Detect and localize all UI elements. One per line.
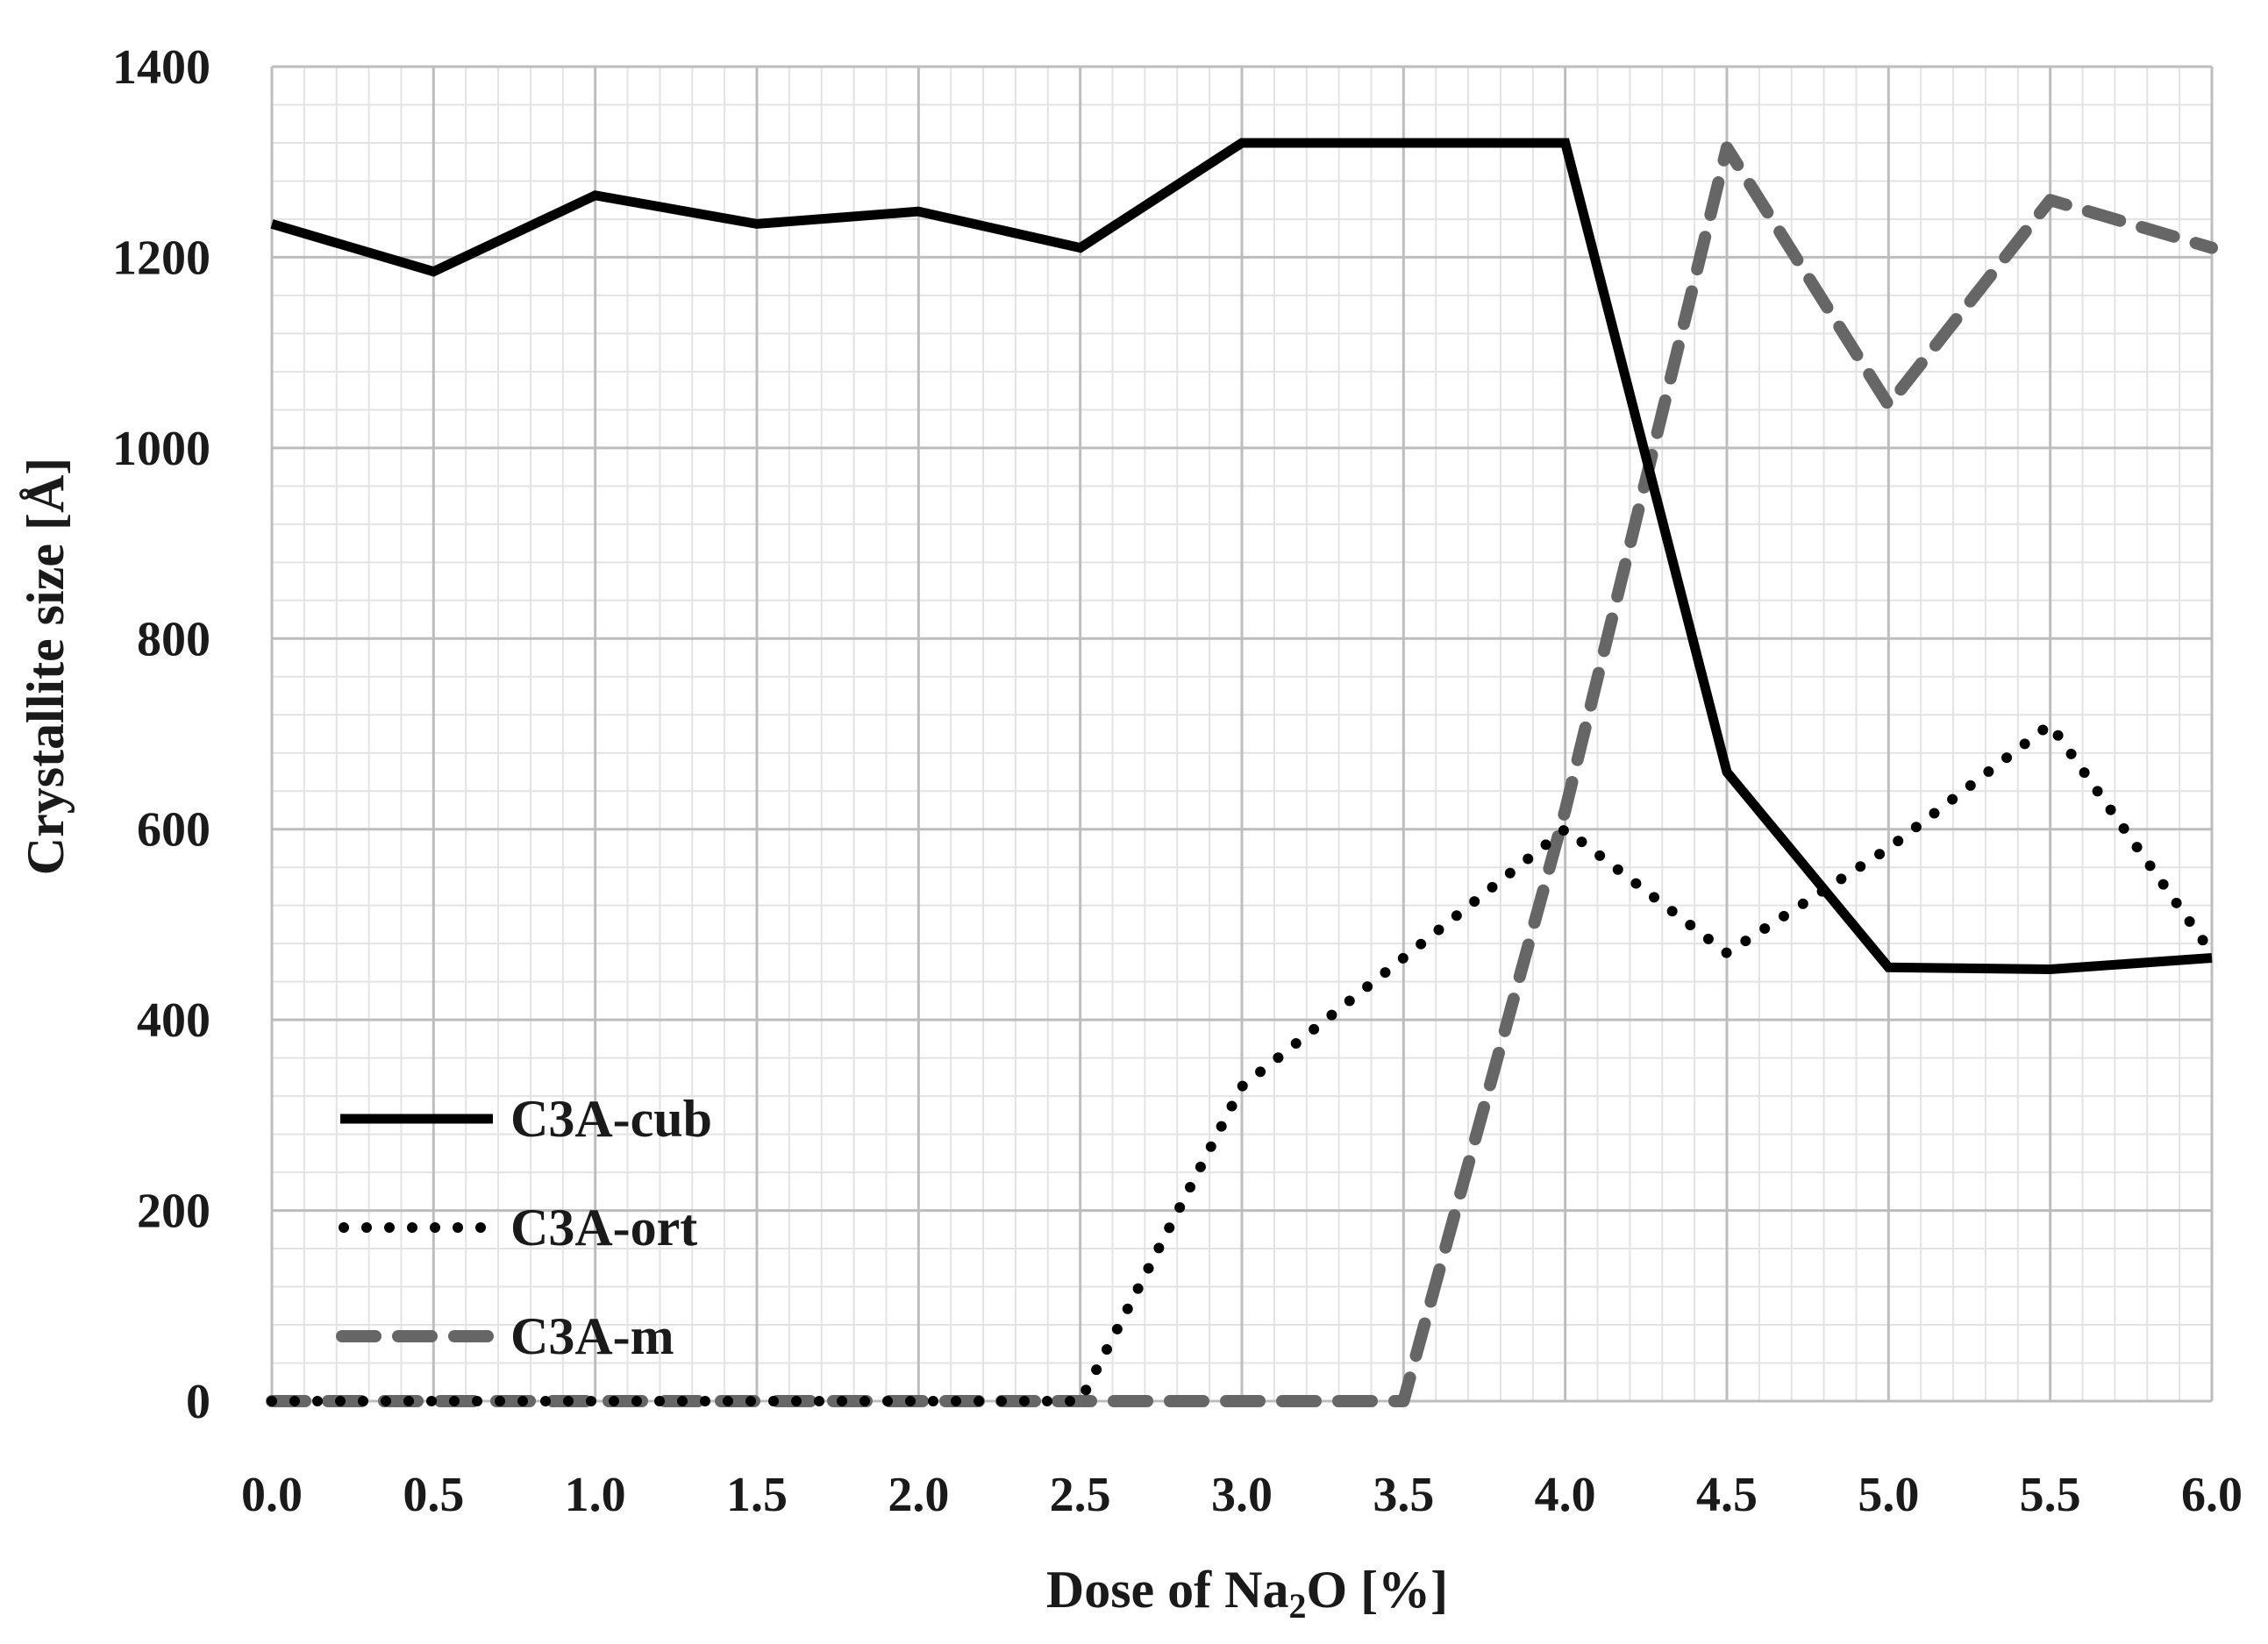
x-axis-title-prefix: Dose of Na — [1046, 1561, 1289, 1619]
y-tick-label: 1200 — [112, 231, 210, 285]
x-tick-label: 2.5 — [1050, 1468, 1111, 1522]
x-tick-label: 5.5 — [2020, 1468, 2081, 1522]
y-axis-title: Crystallite size [Å] — [17, 458, 75, 875]
y-tick-label: 1400 — [112, 40, 210, 95]
series-line-c3a-m — [266, 141, 2218, 1407]
y-tick-label: 400 — [137, 993, 210, 1048]
x-tick-label: 1.0 — [565, 1468, 626, 1522]
legend-label-c3a-m: C3A-m — [510, 1307, 674, 1365]
x-tick-label: 0.0 — [241, 1468, 303, 1522]
x-axis-title-suffix: O [%] — [1306, 1561, 1448, 1619]
x-tick-label: 4.5 — [1696, 1468, 1758, 1522]
x-tick-label: 5.0 — [1858, 1468, 1919, 1522]
y-tick-label: 800 — [137, 612, 210, 666]
x-axis-title: Dose of Na2O [%] — [1046, 1561, 1448, 1626]
series-layer — [266, 138, 2218, 1407]
x-axis-title-subscript: 2 — [1288, 1586, 1306, 1626]
x-tick-label: 3.5 — [1373, 1468, 1434, 1522]
y-tick-label: 0 — [186, 1375, 210, 1429]
tick-labels: 0.0 0.5 1.0 1.5 2.0 2.5 3.0 3.5 4.0 4.5 5.0 5.5 6.0 0… — [112, 40, 2243, 1522]
series-line-c3a-ort — [267, 719, 2217, 1406]
y-tick-label: 600 — [137, 803, 210, 858]
major-gridlines — [270, 65, 2214, 1403]
x-tick-label: 6.0 — [2181, 1468, 2243, 1522]
y-tick-label: 1000 — [112, 422, 210, 476]
y-tick-label: 200 — [137, 1185, 210, 1239]
legend-label-c3a-ort: C3A-ort — [510, 1199, 697, 1256]
legend-label-c3a-cub: C3A-cub — [510, 1090, 712, 1148]
x-tick-label: 2.0 — [888, 1468, 949, 1522]
x-tick-label: 4.0 — [1535, 1468, 1596, 1522]
series-line-c3a-cub — [270, 138, 2213, 975]
x-tick-label: 0.5 — [403, 1468, 464, 1522]
x-tick-label: 1.5 — [726, 1468, 788, 1522]
x-tick-label: 3.0 — [1211, 1468, 1273, 1522]
legend: C3A-cub C3A-ort C3A-m — [336, 1090, 712, 1365]
